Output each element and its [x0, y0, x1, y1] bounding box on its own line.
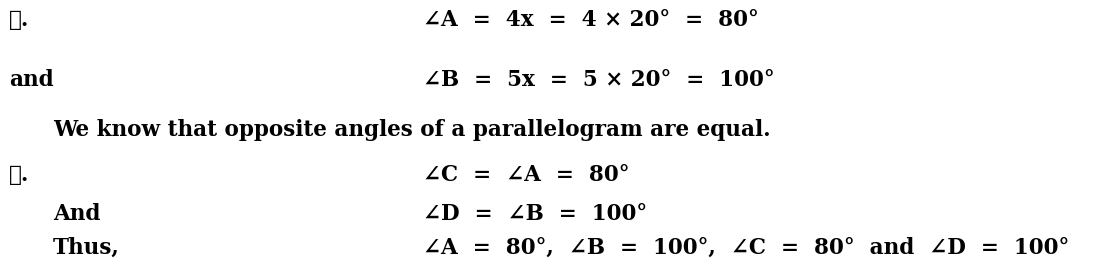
- Text: ∴.: ∴.: [9, 164, 30, 186]
- Text: ∠D  =  ∠B  =  100°: ∠D = ∠B = 100°: [423, 203, 647, 225]
- Text: ∠C  =  ∠A  =  80°: ∠C = ∠A = 80°: [423, 164, 629, 186]
- Text: and: and: [9, 69, 54, 91]
- Text: We know that opposite angles of a parallelogram are equal.: We know that opposite angles of a parall…: [53, 119, 771, 141]
- Text: ∠A  =  80°,  ∠B  =  100°,  ∠C  =  80°  and  ∠D  =  100°: ∠A = 80°, ∠B = 100°, ∠C = 80° and ∠D = 1…: [423, 237, 1069, 259]
- Text: ∠B  =  5x  =  5 × 20°  =  100°: ∠B = 5x = 5 × 20° = 100°: [423, 69, 774, 91]
- Text: ∴.: ∴.: [9, 9, 30, 31]
- Text: Thus,: Thus,: [53, 237, 120, 259]
- Text: And: And: [53, 203, 100, 225]
- Text: ∠A  =  4x  =  4 × 20°  =  80°: ∠A = 4x = 4 × 20° = 80°: [423, 9, 759, 31]
